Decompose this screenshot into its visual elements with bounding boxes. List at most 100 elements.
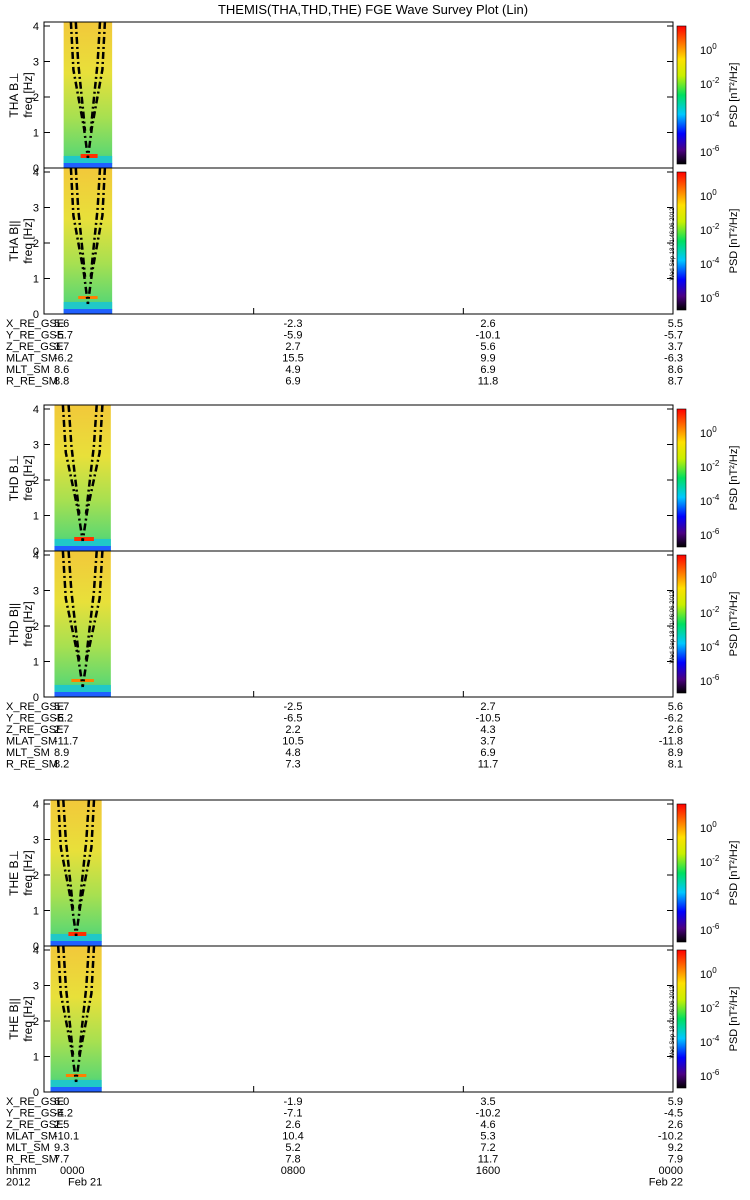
creation-stamp: Wed Sep 18 01:46:06 2012 (670, 207, 676, 281)
panel-ylabel: THA B⊥ (7, 72, 21, 117)
spectrogram-band (54, 539, 111, 547)
spectrogram-band (63, 156, 113, 164)
y-tick-label: 3 (33, 203, 39, 215)
y-tick-label: 3 (33, 440, 39, 452)
ephemeris-value: 8.6 (54, 364, 69, 376)
y-tick-label: 2 (33, 92, 39, 104)
ephemeris-value: 9.9 (480, 353, 495, 365)
ephemeris-row-label: MLT_SM (6, 1142, 50, 1154)
dashed-curve (86, 167, 107, 305)
spectrogram-data-block (50, 946, 102, 1092)
y-tick-label: 3 (33, 981, 39, 993)
ephemeris-row-label: MLT_SM (6, 364, 50, 376)
ephemeris-row-label: MLT_SM (6, 747, 50, 759)
ephemeris-row-label: X_RE_GSE (6, 318, 64, 330)
panel-frame (43, 404, 674, 552)
colorbar-tick-label: 10-6 (700, 290, 720, 305)
panel-ylabel-units: freq [Hz] (21, 72, 35, 117)
colorbar-gradient (676, 25, 687, 165)
ephemeris-value: -5.9 (284, 330, 303, 342)
ephemeris-row-label: R_RE_SM (6, 759, 58, 771)
ephemeris-value: 6.9 (285, 376, 300, 388)
colorbar-label: PSD [nT²/Hz] (728, 446, 740, 511)
spectrogram-band (54, 546, 111, 551)
ephemeris-value: 9.3 (54, 1142, 69, 1154)
spectrogram-band (50, 941, 102, 946)
ephemeris-value: 6.9 (480, 747, 495, 759)
colorbar-tick-label: 100 (700, 571, 717, 586)
ephemeris-value: 7.2 (480, 1142, 495, 1154)
dashed-curve (69, 167, 90, 305)
panel-ylabel-units: freq [Hz] (21, 850, 35, 895)
ephemeris-value: -4.2 (54, 1108, 73, 1120)
colorbar-tick-label: 10-2 (700, 222, 720, 237)
ephemeris-value: 6.0 (54, 1096, 69, 1108)
spectrogram-band (54, 685, 111, 693)
panel-frame (43, 21, 674, 169)
dashed-curve (67, 550, 81, 660)
colorbar-tick-label: 10-2 (700, 459, 720, 474)
ephemeris-row-label: MLAT_SM (6, 736, 57, 748)
dashed-curve (77, 799, 91, 909)
colorbar-gradient (676, 171, 687, 311)
ephemeris-value: 5.6 (480, 341, 495, 353)
ephemeris-value: 8.9 (668, 747, 683, 759)
colorbar-tick-label: 10-6 (700, 1068, 720, 1083)
ephemeris-value: 11.7 (478, 1154, 499, 1166)
panel-frame (43, 167, 674, 315)
dashed-curve (74, 167, 87, 277)
spectrogram-panel: 0 1 2 3 4 THE B⊥ freq [Hz] 10-6 10-4 10-2 100 PSD [… (7, 799, 740, 953)
y-tick-label: 2 (33, 475, 39, 487)
ephemeris-value: -5.7 (664, 330, 683, 342)
panel-ylabel: THE B⊥ (7, 850, 21, 896)
ephemeris-value: -2.5 (284, 701, 303, 713)
ephemeris-value: 2.7 (480, 701, 495, 713)
dashed-curve (61, 550, 84, 688)
dashed-curve (81, 550, 104, 688)
colorbar-label: PSD [nT²/Hz] (728, 841, 740, 906)
ephemeris-value: 2.7 (54, 724, 69, 736)
y-tick-label: 1 (33, 274, 39, 286)
ephemeris-value: -10.2 (658, 1131, 683, 1143)
ephemeris-value: 8.6 (668, 364, 683, 376)
colorbar-gradient (676, 554, 687, 694)
ephemeris-value: 3.7 (54, 341, 69, 353)
colorbar: 10-6 10-4 10-2 100 PSD [nT²/Hz] (676, 25, 740, 165)
colorbar-tick-label: 10-6 (700, 922, 720, 937)
colorbar-label: PSD [nT²/Hz] (728, 592, 740, 657)
colorbar: 10-6 10-4 10-2 100 PSD [nT²/Hz] (676, 554, 740, 694)
y-tick-label: 0 (33, 546, 39, 558)
time-tick-label: 1600 (476, 1165, 500, 1177)
ephemeris-value: 8.9 (54, 747, 69, 759)
time-tick-label: 0000 (60, 1165, 84, 1177)
ephemeris-row-label: X_RE_GSE (6, 1096, 64, 1108)
time-axis-end-date: Feb 22 (649, 1177, 683, 1189)
ephemeris-value: 2.6 (285, 1119, 300, 1131)
ephemeris-value: 8.2 (54, 759, 69, 771)
panel-frame (43, 945, 674, 1093)
ephemeris-value: -5.7 (54, 330, 73, 342)
colorbar-tick-label: 100 (700, 820, 717, 835)
colorbar-tick-label: 10-4 (700, 493, 720, 508)
colorbar-tick-label: 10-4 (700, 639, 720, 654)
y-tick-label: 3 (33, 57, 39, 69)
colorbar-tick-label: 10-2 (700, 1000, 720, 1015)
colorbar-label: PSD [nT²/Hz] (728, 63, 740, 128)
ephemeris-value: -11.7 (54, 736, 78, 748)
ephemeris-value: 2.6 (668, 724, 683, 736)
ephemeris-value: 3.7 (668, 341, 683, 353)
panel-ylabel-units: freq [Hz] (21, 996, 35, 1041)
colorbar-tick-label: 10-2 (700, 854, 720, 869)
ephemeris-row-label: MLAT_SM (6, 353, 57, 365)
dashed-curve (77, 945, 91, 1055)
panel-ylabel: THA B|| (7, 221, 21, 262)
ephemeris-value: -6.2 (664, 713, 683, 725)
spectrogram-data-block (63, 168, 113, 314)
spectrogram-panel: 0 1 2 3 4 THE B|| freq [Hz] 10-6 10-4 10-2 100 PSD … (7, 945, 740, 1099)
colorbar-tick-label: 100 (700, 188, 717, 203)
time-tick-label: 0800 (281, 1165, 305, 1177)
ephemeris-value: 10.5 (282, 736, 303, 748)
